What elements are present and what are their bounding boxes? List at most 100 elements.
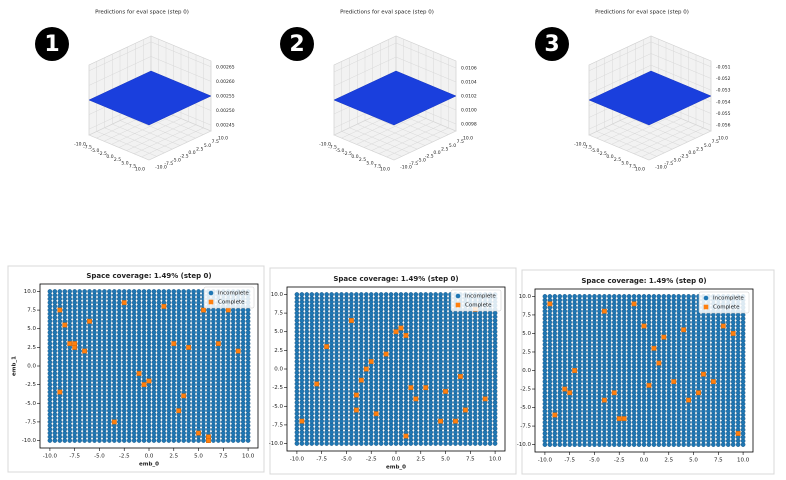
legend-label: Incomplete <box>465 294 496 300</box>
badge <box>535 27 569 61</box>
complete-point <box>72 341 78 347</box>
grid-line <box>650 64 712 91</box>
complete-point <box>482 396 488 402</box>
y-tick-label: 5.0 <box>27 326 36 332</box>
complete-point <box>121 300 127 306</box>
x-tick-label: 0.0 <box>145 454 154 460</box>
complete-point <box>141 382 147 388</box>
complete-point <box>206 438 211 443</box>
complete-point <box>87 318 92 324</box>
incomplete-point <box>438 292 443 297</box>
incomplete-point <box>176 289 182 294</box>
incomplete-point <box>72 289 77 294</box>
x-tick-label: -2.5 <box>119 454 130 460</box>
incomplete-point <box>62 289 68 294</box>
z-tick-label: 0.00250 <box>216 108 235 114</box>
grid-line <box>88 134 150 161</box>
incomplete-point <box>408 292 414 297</box>
incomplete-point <box>161 289 167 294</box>
incomplete-point <box>607 294 612 299</box>
x-tick-label: 7.5 <box>129 163 136 169</box>
y-tick-label: 7.5 <box>712 139 719 145</box>
x-tick-label: 7.5 <box>219 454 228 460</box>
y-tick-label: -7.5 <box>25 419 36 425</box>
complete-point <box>443 388 448 394</box>
complete-point <box>67 341 73 347</box>
incomplete-point <box>191 289 196 294</box>
incomplete-point <box>398 292 404 297</box>
incomplete-point <box>112 289 117 294</box>
y-tick-label: 5.0 <box>704 143 711 149</box>
x-tick-label: -7.5 <box>328 145 337 151</box>
x-tick-label: 2.5 <box>416 457 425 463</box>
badge <box>35 27 69 61</box>
grid-line <box>364 120 426 146</box>
incomplete-point <box>413 292 419 297</box>
incomplete-point <box>146 289 152 294</box>
y-tick-label: -5.0 <box>172 157 181 163</box>
x-tick-label: 0.0 <box>351 154 358 160</box>
x-tick-label: -5.0 <box>336 148 345 154</box>
z-tick-label: 0.00265 <box>216 64 235 70</box>
z-tick-label: 0.0098 <box>461 122 477 128</box>
z-tick-label: 0.00255 <box>216 94 235 100</box>
chart-title: Space coverage: 1.49% (step 0) <box>333 275 458 283</box>
complete-point <box>314 381 320 387</box>
grid-line <box>333 42 397 73</box>
y-tick-label: 10.0 <box>24 289 37 295</box>
grid-line <box>650 41 712 68</box>
incomplete-point <box>656 294 662 299</box>
complete-point <box>462 407 468 413</box>
y-tick-label: 0.0 <box>433 150 440 156</box>
x-tick-label: -10.0 <box>574 142 586 148</box>
x-tick-label: -7.5 <box>83 145 92 151</box>
complete-point <box>201 307 206 313</box>
incomplete-point <box>126 289 132 294</box>
legend-marker <box>208 299 214 305</box>
incomplete-point <box>616 294 622 299</box>
legend-marker <box>455 293 461 299</box>
x-tick-label: 5.0 <box>194 454 203 460</box>
incomplete-point <box>67 289 73 294</box>
complete-point <box>146 378 152 384</box>
x-tick-label: -10.0 <box>43 454 58 460</box>
incomplete-point <box>626 294 632 299</box>
complete-point <box>57 389 63 395</box>
complete-point <box>353 407 359 413</box>
z-tick-label: -0.053 <box>716 88 731 94</box>
y-tick-label: 2.5 <box>696 146 703 152</box>
x-tick-label: 7.5 <box>629 163 636 169</box>
grid-line <box>627 116 688 143</box>
incomplete-point <box>383 292 389 297</box>
y-tick-label: -5.0 <box>272 404 283 410</box>
x-tick-label: 5.0 <box>366 160 373 166</box>
badge-label: 3 <box>544 32 559 57</box>
complete-point <box>136 371 142 376</box>
complete-point <box>324 344 330 350</box>
x-tick-label: 0.0 <box>606 154 613 160</box>
y-tick-label: -2.5 <box>425 154 434 160</box>
z-tick-label: 0.0106 <box>461 66 477 72</box>
grid-line <box>88 56 152 86</box>
incomplete-point <box>166 289 172 294</box>
incomplete-point <box>319 292 324 297</box>
incomplete-point <box>671 294 677 299</box>
x-tick-label: 0.0 <box>392 457 401 463</box>
y-axis-label: emb_1 <box>12 356 18 376</box>
incomplete-point <box>97 289 102 294</box>
legend-marker <box>455 302 461 308</box>
grid-line <box>395 42 457 69</box>
grid-line <box>333 56 397 87</box>
incomplete-point <box>116 289 122 294</box>
x-tick-label: 2.5 <box>169 454 178 460</box>
incomplete-point <box>87 289 92 294</box>
x-tick-label: 5.0 <box>621 160 628 166</box>
y-tick-label: -5.0 <box>417 157 426 163</box>
complete-point <box>403 333 409 338</box>
grid-line <box>588 134 650 161</box>
x-tick-label: 7.5 <box>466 457 475 463</box>
y-tick-label: 2.5 <box>27 345 36 351</box>
grid-line <box>604 127 665 153</box>
complete-point <box>186 344 192 350</box>
z-tick-label: -0.055 <box>716 111 731 117</box>
